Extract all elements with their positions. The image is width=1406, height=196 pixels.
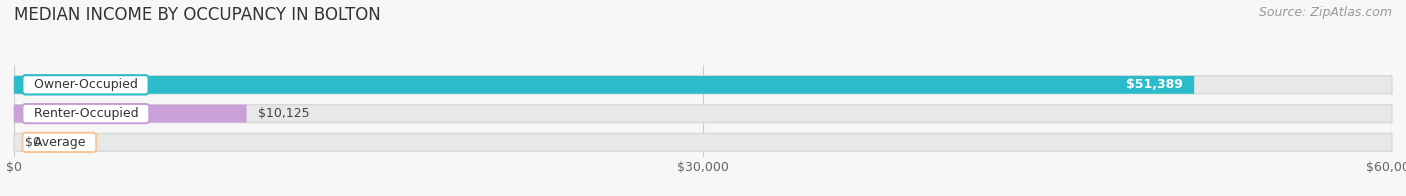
Text: Average: Average — [25, 136, 93, 149]
Text: $51,389: $51,389 — [1126, 78, 1182, 91]
Text: $10,125: $10,125 — [257, 107, 309, 120]
FancyBboxPatch shape — [14, 76, 1194, 94]
Text: $0: $0 — [25, 136, 41, 149]
Text: Renter-Occupied: Renter-Occupied — [25, 107, 146, 120]
FancyBboxPatch shape — [14, 105, 246, 122]
FancyBboxPatch shape — [14, 105, 1392, 122]
FancyBboxPatch shape — [14, 133, 1392, 151]
Text: Source: ZipAtlas.com: Source: ZipAtlas.com — [1258, 6, 1392, 19]
Text: MEDIAN INCOME BY OCCUPANCY IN BOLTON: MEDIAN INCOME BY OCCUPANCY IN BOLTON — [14, 6, 381, 24]
FancyBboxPatch shape — [14, 76, 1392, 94]
Text: Owner-Occupied: Owner-Occupied — [25, 78, 145, 91]
